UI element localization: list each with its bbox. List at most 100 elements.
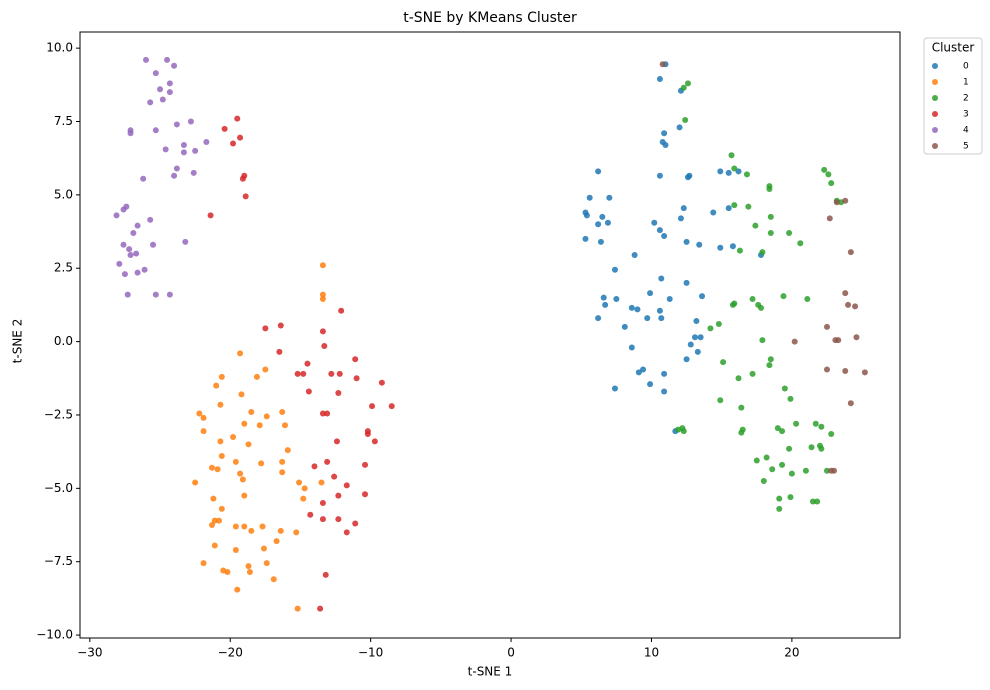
scatter-point <box>611 385 618 392</box>
scatter-point <box>656 172 663 179</box>
scatter-point <box>717 397 724 404</box>
scatter-point <box>788 470 795 477</box>
scatter-point <box>680 428 687 435</box>
scatter-point <box>812 420 819 427</box>
scatter-point <box>717 244 724 251</box>
scatter-point <box>684 80 691 87</box>
scatter-point <box>631 252 638 259</box>
scatter-point <box>364 431 371 438</box>
y-tick-label: 10.0 <box>46 41 73 55</box>
scatter-point <box>319 262 326 269</box>
legend-label: 3 <box>963 110 969 120</box>
scatter-point <box>319 291 326 298</box>
scatter-point <box>127 130 134 137</box>
scatter-point <box>767 213 774 220</box>
scatter-point <box>239 476 246 483</box>
scatter-point <box>142 56 149 63</box>
scatter-point <box>152 291 159 298</box>
scatter-point <box>683 279 690 286</box>
scatter-point <box>284 447 291 454</box>
scatter-point <box>279 409 286 416</box>
scatter-point <box>237 350 244 357</box>
scatter-point <box>335 492 342 499</box>
scatter-point <box>656 307 663 314</box>
x-tick-label: −20 <box>218 646 243 660</box>
legend-label: 0 <box>963 62 969 72</box>
x-axis-label: t-SNE 1 <box>468 665 513 679</box>
scatter-point <box>208 522 215 529</box>
scatter-point <box>218 453 225 460</box>
scatter-point <box>828 431 835 438</box>
plot-frame <box>79 31 901 639</box>
scatter-point <box>211 517 218 524</box>
y-tick-label: −10.0 <box>36 628 73 642</box>
scatter-point <box>738 429 745 436</box>
y-tick-label: −7.5 <box>44 554 73 568</box>
scatter-point <box>116 260 123 267</box>
scatter-point <box>659 61 666 68</box>
scatter-point <box>662 141 669 148</box>
scatter-point <box>696 241 703 248</box>
scatter-point <box>343 482 350 489</box>
scatter-point <box>262 325 269 332</box>
legend-marker <box>932 95 938 101</box>
scatter-point <box>786 230 793 237</box>
scatter-point <box>821 166 828 173</box>
scatter-point <box>729 243 736 250</box>
scatter-point <box>140 175 147 182</box>
scatter-point <box>152 127 159 134</box>
scatter-point <box>738 404 745 411</box>
scatter-point <box>319 410 326 417</box>
scatter-point <box>683 356 690 363</box>
scatter-point <box>699 293 706 300</box>
scatter-point <box>241 523 248 530</box>
scatter-point <box>200 560 207 567</box>
scatter-point <box>311 463 318 470</box>
legend: Cluster 0 1 2 3 4 5 <box>923 37 983 155</box>
scatter-point <box>208 464 215 471</box>
scatter-point <box>336 370 343 377</box>
scatter-point <box>319 296 326 303</box>
scatter-point <box>147 99 154 106</box>
scatter-point <box>317 605 324 612</box>
scatter-point <box>162 146 169 153</box>
scatter-point <box>693 318 700 325</box>
scatter-point <box>234 115 241 122</box>
scatter-point <box>362 461 369 468</box>
scatter-point <box>192 479 199 486</box>
scatter-point <box>697 334 704 341</box>
scatter-point <box>253 373 260 380</box>
scatter-point <box>621 323 628 330</box>
scatter-point <box>260 545 267 552</box>
scatter-point <box>238 391 245 398</box>
scatter-point <box>353 375 360 382</box>
scatter-point <box>248 409 255 416</box>
scatter-point <box>753 457 760 464</box>
scatter-point <box>319 516 326 523</box>
scatter-point <box>749 370 756 377</box>
scatter-point <box>304 360 311 367</box>
scatter-point <box>647 381 654 388</box>
scatter-point <box>273 538 280 545</box>
scatter-point <box>319 500 326 507</box>
scatter-point <box>322 571 329 578</box>
scatter-point <box>602 301 609 308</box>
scatter-point <box>847 400 854 407</box>
scatter-point <box>296 479 303 486</box>
scatter-point <box>833 199 840 206</box>
scatter-point <box>766 186 773 193</box>
scatter-point <box>735 168 742 175</box>
scatter-point <box>234 586 241 593</box>
scatter-point <box>735 375 742 382</box>
scatter-point <box>164 56 171 63</box>
scatter-point <box>715 320 722 327</box>
scatter-point <box>597 238 604 245</box>
x-tick-label: −30 <box>77 646 102 660</box>
scatter-point <box>745 203 752 210</box>
scatter-point <box>731 202 738 209</box>
legend-label: 1 <box>963 78 969 88</box>
scatter-point <box>757 304 764 311</box>
legend-label: 2 <box>963 94 969 104</box>
scatter-point <box>277 527 284 534</box>
scatter-point <box>241 492 248 499</box>
